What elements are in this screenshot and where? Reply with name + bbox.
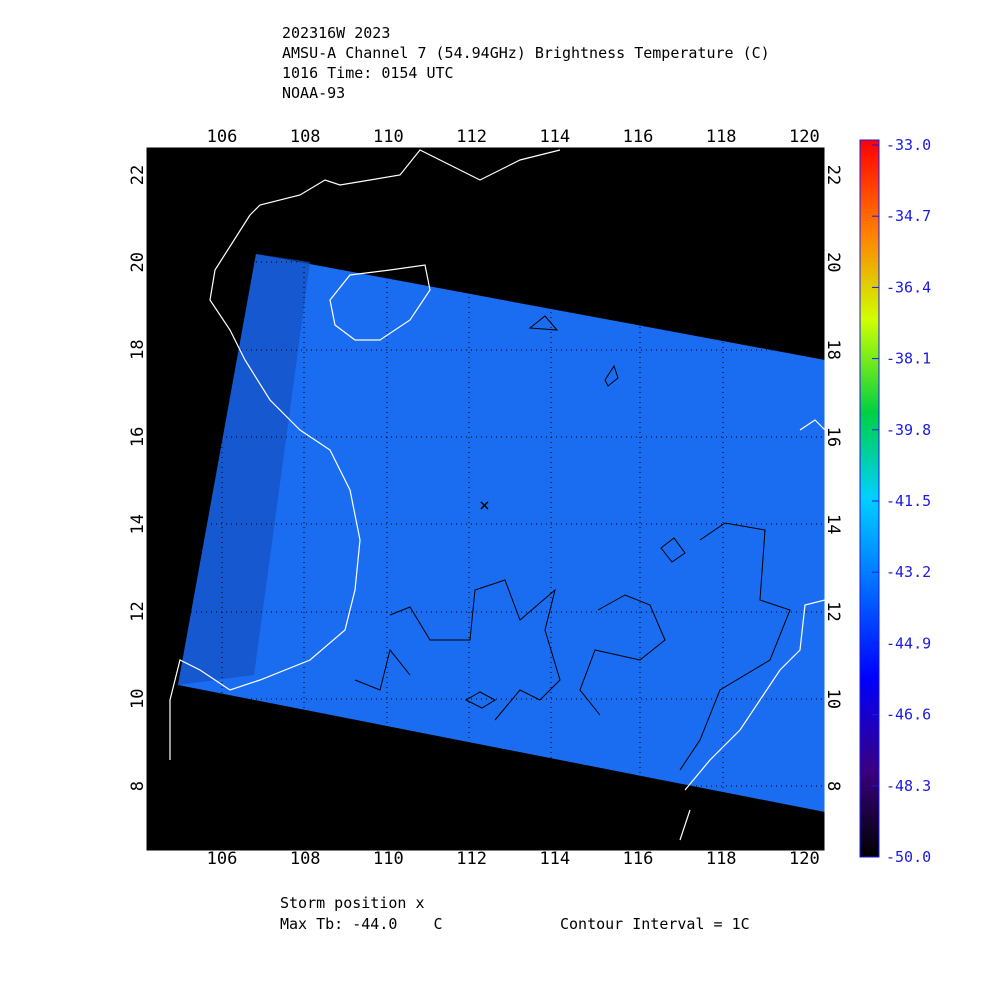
lat-label-right: 18 <box>823 339 843 359</box>
lat-label-right: 8 <box>823 781 843 791</box>
lat-label-left: 18 <box>128 339 148 359</box>
lon-label-top: 120 <box>789 127 820 147</box>
lon-label-bottom: 106 <box>207 849 238 869</box>
lat-label-left: 8 <box>128 781 148 791</box>
map-frame <box>145 146 826 852</box>
lon-label-bottom: 110 <box>373 849 404 869</box>
lon-label-bottom: 118 <box>706 849 737 869</box>
colorbar-label: -39.8 <box>886 421 931 439</box>
lon-label-top: 114 <box>539 127 570 147</box>
lon-label-bottom: 108 <box>290 849 321 869</box>
colorbar-scale <box>859 139 880 858</box>
lat-label-right: 12 <box>823 601 843 621</box>
lat-label-left: 10 <box>128 689 148 709</box>
lon-label-top: 112 <box>456 127 487 147</box>
lon-label-bottom: 116 <box>623 849 654 869</box>
header-line: AMSU-A Channel 7 (54.94GHz) Brightness T… <box>282 44 770 62</box>
lon-label-top: 106 <box>207 127 238 147</box>
lat-label-right: 22 <box>823 165 843 185</box>
lon-label-top: 110 <box>373 127 404 147</box>
colorbar-label: -50.0 <box>886 848 931 866</box>
lon-label-top: 118 <box>706 127 737 147</box>
header-line: 202316W 2023 <box>282 24 390 42</box>
map-ticks: 1061061081081101101121121141141161161181… <box>128 127 843 869</box>
colorbar-label: -33.0 <box>886 136 931 154</box>
colorbar-label: -41.5 <box>886 492 931 510</box>
colorbar-label: -34.7 <box>886 207 931 225</box>
lat-label-right: 16 <box>823 427 843 447</box>
colorbar-label: -48.3 <box>886 777 931 795</box>
lon-label-bottom: 114 <box>539 849 570 869</box>
data-swath <box>178 254 825 812</box>
header: 202316W 2023 AMSU-A Channel 7 (54.94GHz) … <box>282 24 770 102</box>
lon-label-top: 116 <box>623 127 654 147</box>
lat-label-left: 14 <box>128 514 148 534</box>
lon-label-bottom: 112 <box>456 849 487 869</box>
header-line: 1016 Time: 0154 UTC <box>282 64 454 82</box>
lat-label-right: 14 <box>823 514 843 534</box>
swath-edge <box>178 254 310 685</box>
colorbar-label: -38.1 <box>886 350 931 368</box>
lon-label-bottom: 120 <box>789 849 820 869</box>
max-tb: Max Tb: -44.0 C <box>280 915 443 933</box>
colorbar-label: -44.9 <box>886 634 931 652</box>
lat-label-left: 22 <box>128 165 148 185</box>
coastline <box>169 149 826 841</box>
colorbar: -33.0 -34.7 -36.4 -38.1 -39.8 -41.5 -43.2 -44.9… <box>859 136 931 866</box>
contour-interval: Contour Interval = 1C <box>560 915 750 933</box>
colorbar-label: -43.2 <box>886 563 931 581</box>
storm-position-note: Storm position x <box>280 894 425 912</box>
lon-label-top: 108 <box>290 127 321 147</box>
colorbar-label: -36.4 <box>886 278 931 296</box>
lat-label-left: 12 <box>128 601 148 621</box>
header-line: NOAA-93 <box>282 84 345 102</box>
lat-label-left: 16 <box>128 427 148 447</box>
storm-marker: × <box>479 495 490 516</box>
lat-label-right: 10 <box>823 689 843 709</box>
contours <box>354 315 791 771</box>
lat-label-right: 20 <box>823 252 843 272</box>
lat-label-left: 20 <box>128 252 148 272</box>
colorbar-label: -46.6 <box>886 706 931 724</box>
